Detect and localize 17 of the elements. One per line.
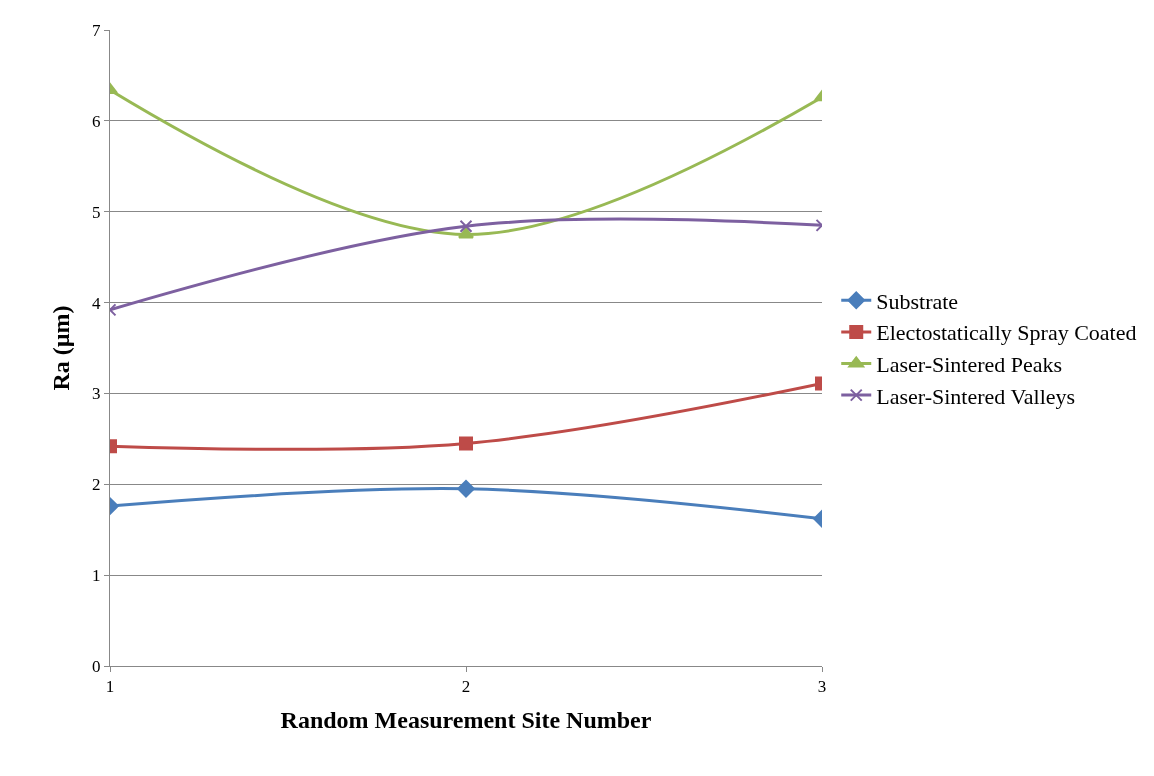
x-tick-label: 3 [817, 677, 827, 697]
y-tick-label: 5 [92, 202, 101, 222]
y-tick-label: 6 [92, 111, 101, 131]
legend-label: Laser-Sintered Peaks [876, 352, 1063, 378]
y-tick-label: 3 [92, 384, 101, 404]
y-tick-label: 7 [92, 20, 102, 40]
x-axis-title: Random Measurement Site Number [280, 706, 652, 733]
legend-label: Electostatically Spray Coated [876, 320, 1137, 346]
y-tick-label: 1 [92, 566, 101, 586]
legend-label: Laser-Sintered Valleys [876, 383, 1076, 409]
x-tick-label: 1 [105, 677, 115, 697]
y-tick-label: 4 [92, 293, 102, 313]
y-tick-label: 0 [92, 656, 101, 676]
y-axis-title: Ra (µm) [48, 305, 75, 391]
x-tick-label: 2 [461, 677, 471, 697]
legend-label: Substrate [876, 288, 959, 314]
y-tick-label: 2 [92, 475, 101, 495]
